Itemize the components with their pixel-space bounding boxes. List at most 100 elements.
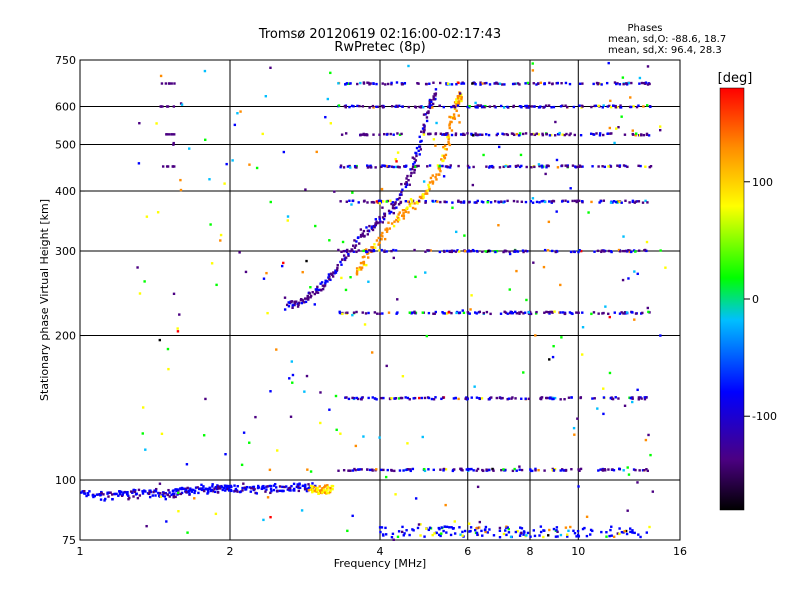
- data-point: [448, 250, 451, 254]
- data-point: [427, 183, 430, 187]
- data-point: [340, 263, 343, 266]
- data-point: [395, 160, 398, 163]
- data-point: [347, 397, 351, 401]
- data-point: [408, 311, 411, 314]
- data-point: [392, 211, 395, 215]
- data-point: [560, 164, 564, 167]
- data-point: [402, 534, 405, 537]
- data-point: [602, 387, 605, 390]
- data-point: [282, 150, 286, 154]
- data-point: [361, 261, 365, 264]
- data-point: [627, 277, 630, 280]
- data-point: [418, 135, 421, 139]
- data-point: [384, 228, 387, 231]
- data-point: [480, 529, 483, 533]
- scatter-points: [80, 61, 667, 541]
- data-point: [314, 288, 318, 291]
- colorbar-tick-label: 0: [752, 293, 759, 306]
- data-point: [642, 81, 646, 85]
- data-point: [472, 165, 475, 169]
- data-point: [503, 200, 506, 203]
- data-point: [548, 81, 551, 85]
- data-point: [410, 167, 414, 171]
- data-point: [570, 396, 573, 399]
- data-point: [365, 226, 368, 229]
- data-point: [459, 467, 462, 471]
- data-point: [203, 489, 206, 493]
- data-point: [222, 486, 226, 490]
- data-point: [83, 492, 86, 495]
- x-tick-label: 1: [77, 545, 84, 558]
- data-point: [524, 200, 528, 204]
- data-point: [479, 133, 482, 136]
- data-point: [443, 133, 446, 136]
- data-point: [397, 165, 400, 169]
- data-point: [600, 250, 603, 254]
- data-point: [498, 529, 502, 533]
- data-point: [343, 258, 347, 262]
- data-point: [591, 165, 594, 168]
- data-point: [343, 257, 347, 260]
- data-point: [489, 201, 493, 204]
- data-point: [606, 105, 610, 108]
- data-point: [501, 396, 504, 400]
- data-point: [313, 489, 317, 492]
- data-point: [238, 490, 242, 494]
- data-point: [645, 468, 648, 471]
- data-point: [442, 467, 446, 471]
- data-point: [495, 396, 499, 400]
- data-point: [449, 533, 453, 537]
- data-point: [508, 165, 512, 168]
- data-point: [323, 491, 327, 494]
- data-point: [530, 166, 533, 169]
- data-point: [161, 493, 164, 497]
- data-point: [348, 105, 351, 109]
- data-point: [445, 200, 448, 204]
- data-point: [481, 534, 484, 537]
- data-point: [134, 489, 137, 492]
- data-point: [364, 312, 368, 315]
- data-point: [413, 248, 416, 252]
- data-point: [424, 113, 427, 116]
- data-point: [161, 165, 165, 168]
- data-point: [141, 490, 144, 493]
- data-point: [176, 488, 179, 491]
- data-point: [453, 106, 457, 109]
- data-point: [452, 397, 456, 400]
- data-point: [368, 106, 371, 109]
- data-point: [304, 188, 307, 191]
- data-point: [172, 143, 175, 146]
- data-point: [419, 534, 422, 537]
- data-point: [542, 106, 545, 109]
- data-point: [631, 529, 634, 532]
- data-point: [592, 82, 595, 86]
- data-point: [437, 173, 441, 176]
- data-point: [376, 221, 379, 225]
- data-point: [207, 491, 210, 494]
- data-point: [204, 397, 207, 401]
- data-point: [353, 467, 356, 471]
- data-point: [570, 468, 573, 471]
- data-point: [553, 396, 557, 400]
- data-point: [440, 526, 443, 529]
- data-point: [534, 312, 538, 315]
- data-point: [311, 490, 314, 494]
- data-point: [554, 120, 557, 124]
- data-point: [319, 282, 322, 285]
- data-point: [556, 530, 559, 534]
- data-point: [595, 132, 598, 135]
- data-point: [395, 206, 398, 209]
- data-point: [443, 312, 447, 315]
- data-point: [378, 249, 381, 252]
- data-point: [631, 397, 634, 400]
- data-point: [453, 532, 457, 535]
- data-point: [485, 133, 488, 136]
- data-point: [193, 489, 197, 492]
- data-point: [609, 132, 612, 135]
- data-point: [413, 161, 416, 164]
- data-point: [506, 526, 509, 529]
- data-point: [527, 105, 530, 108]
- data-point: [516, 82, 520, 85]
- data-point: [215, 283, 218, 287]
- data-point: [252, 485, 256, 489]
